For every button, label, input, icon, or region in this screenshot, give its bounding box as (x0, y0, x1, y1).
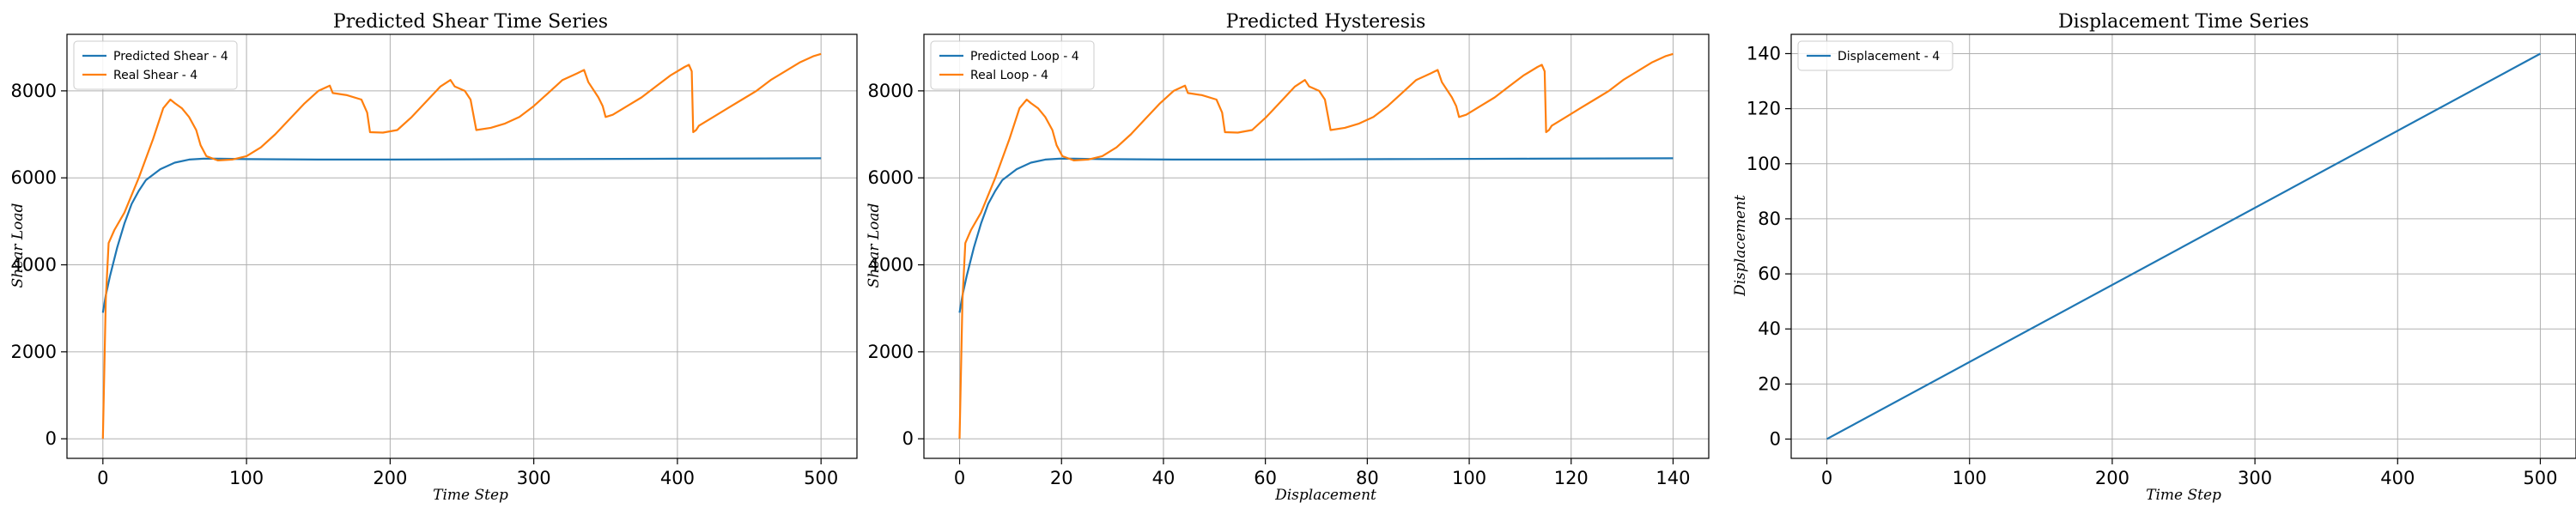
grid (924, 34, 1709, 458)
y-axis-label: Displacement (1732, 195, 1749, 297)
y-tick-label: 40 (1758, 318, 1781, 339)
plot-frame (66, 33, 858, 459)
x-tick-label: 400 (660, 468, 695, 488)
x-tick-label: 400 (2380, 468, 2415, 488)
legend: Displacement - 4 (1797, 40, 1953, 71)
series-line-1 (958, 52, 1674, 439)
series-line-0 (101, 157, 822, 313)
legend-box (930, 40, 1095, 90)
x-tick-label: 100 (229, 468, 264, 488)
x-axis-label: Time Step (2146, 487, 2221, 504)
shear-time-series-panel: Predicted Shear Time Series Time Step Sh… (9, 11, 858, 504)
x-tick-label: 120 (1554, 468, 1589, 488)
legend-box (73, 40, 238, 90)
y-tick-label: 80 (1758, 209, 1781, 229)
legend: Predicted Loop - 4 Real Loop - 4 (930, 40, 1095, 90)
x-tick-label: 60 (1254, 468, 1277, 488)
x-tick-label: 500 (2523, 468, 2557, 488)
y-tick-label: 8000 (11, 81, 57, 101)
y-tick-label: 2000 (868, 342, 914, 362)
x-tick-label: 200 (2095, 468, 2129, 488)
x-tick-label: 20 (1050, 468, 1073, 488)
x-axis-label: Displacement (1274, 487, 1376, 504)
legend-label: Real Loop - 4 (970, 69, 1048, 82)
x-tick-label: 140 (1656, 468, 1690, 488)
y-tick-label: 140 (1747, 43, 1781, 64)
y-tick-label: 20 (1758, 373, 1781, 394)
panel-title: Predicted Hysteresis (1226, 11, 1426, 33)
y-tick-label: 120 (1747, 99, 1781, 119)
y-tick-label: 0 (1770, 429, 1781, 450)
plot-frame (923, 33, 1710, 459)
plot-frame (1790, 33, 2576, 459)
x-tick-label: 200 (373, 468, 407, 488)
displacement-time-series-panel: Displacement Time Series Time Step Displ… (1732, 11, 2576, 504)
y-axis-label: Shear Load (866, 203, 883, 288)
axis-ticks: 0 100 200 300 400 500 0 2000 4000 6000 8000 (11, 81, 839, 488)
y-tick-label: 6000 (11, 167, 57, 188)
x-tick-label: 80 (1356, 468, 1379, 488)
legend-label: Predicted Loop - 4 (970, 50, 1079, 64)
axis-ticks: 0 20 40 60 80 100 120 140 0 2000 4000 6000 8000 (868, 81, 1691, 488)
series-line-0 (1826, 52, 2542, 440)
axis-ticks: 0 100 200 300 400 500 0 20 40 60 80 100 120 140 (1747, 43, 2558, 488)
x-tick-label: 0 (954, 468, 965, 488)
series-lines (958, 52, 1674, 439)
series-line-0 (958, 157, 1674, 313)
x-tick-label: 0 (97, 468, 108, 488)
x-tick-label: 100 (1452, 468, 1486, 488)
y-tick-label: 2000 (11, 342, 57, 362)
hysteresis-panel: Predicted Hysteresis Displacement Shear … (866, 11, 1710, 504)
series-lines (101, 52, 822, 439)
y-tick-label: 100 (1747, 154, 1781, 174)
y-tick-label: 0 (902, 428, 914, 449)
x-tick-label: 300 (2238, 468, 2272, 488)
legend-box (1797, 40, 1953, 71)
y-tick-label: 4000 (11, 255, 57, 276)
x-axis-label: Time Step (433, 487, 508, 504)
y-tick-label: 4000 (868, 255, 914, 276)
y-axis-label: Shear Load (9, 203, 27, 288)
panel-title: Displacement Time Series (2058, 11, 2309, 33)
y-tick-label: 6000 (868, 167, 914, 188)
legend-label: Displacement - 4 (1838, 50, 1940, 64)
series-lines (1826, 52, 2542, 440)
x-tick-label: 40 (1152, 468, 1176, 488)
y-tick-label: 8000 (868, 81, 914, 101)
grid (67, 34, 857, 458)
panel-title: Predicted Shear Time Series (333, 11, 608, 33)
y-tick-label: 0 (46, 428, 57, 449)
x-tick-label: 0 (1821, 468, 1832, 488)
legend-label: Predicted Shear - 4 (113, 50, 228, 64)
legend-label: Real Shear - 4 (113, 69, 197, 82)
y-tick-label: 60 (1758, 264, 1781, 284)
series-line-1 (101, 52, 822, 439)
x-tick-label: 100 (1953, 468, 1987, 488)
x-tick-label: 300 (517, 468, 551, 488)
legend: Predicted Shear - 4 Real Shear - 4 (73, 40, 238, 90)
x-tick-label: 500 (804, 468, 838, 488)
